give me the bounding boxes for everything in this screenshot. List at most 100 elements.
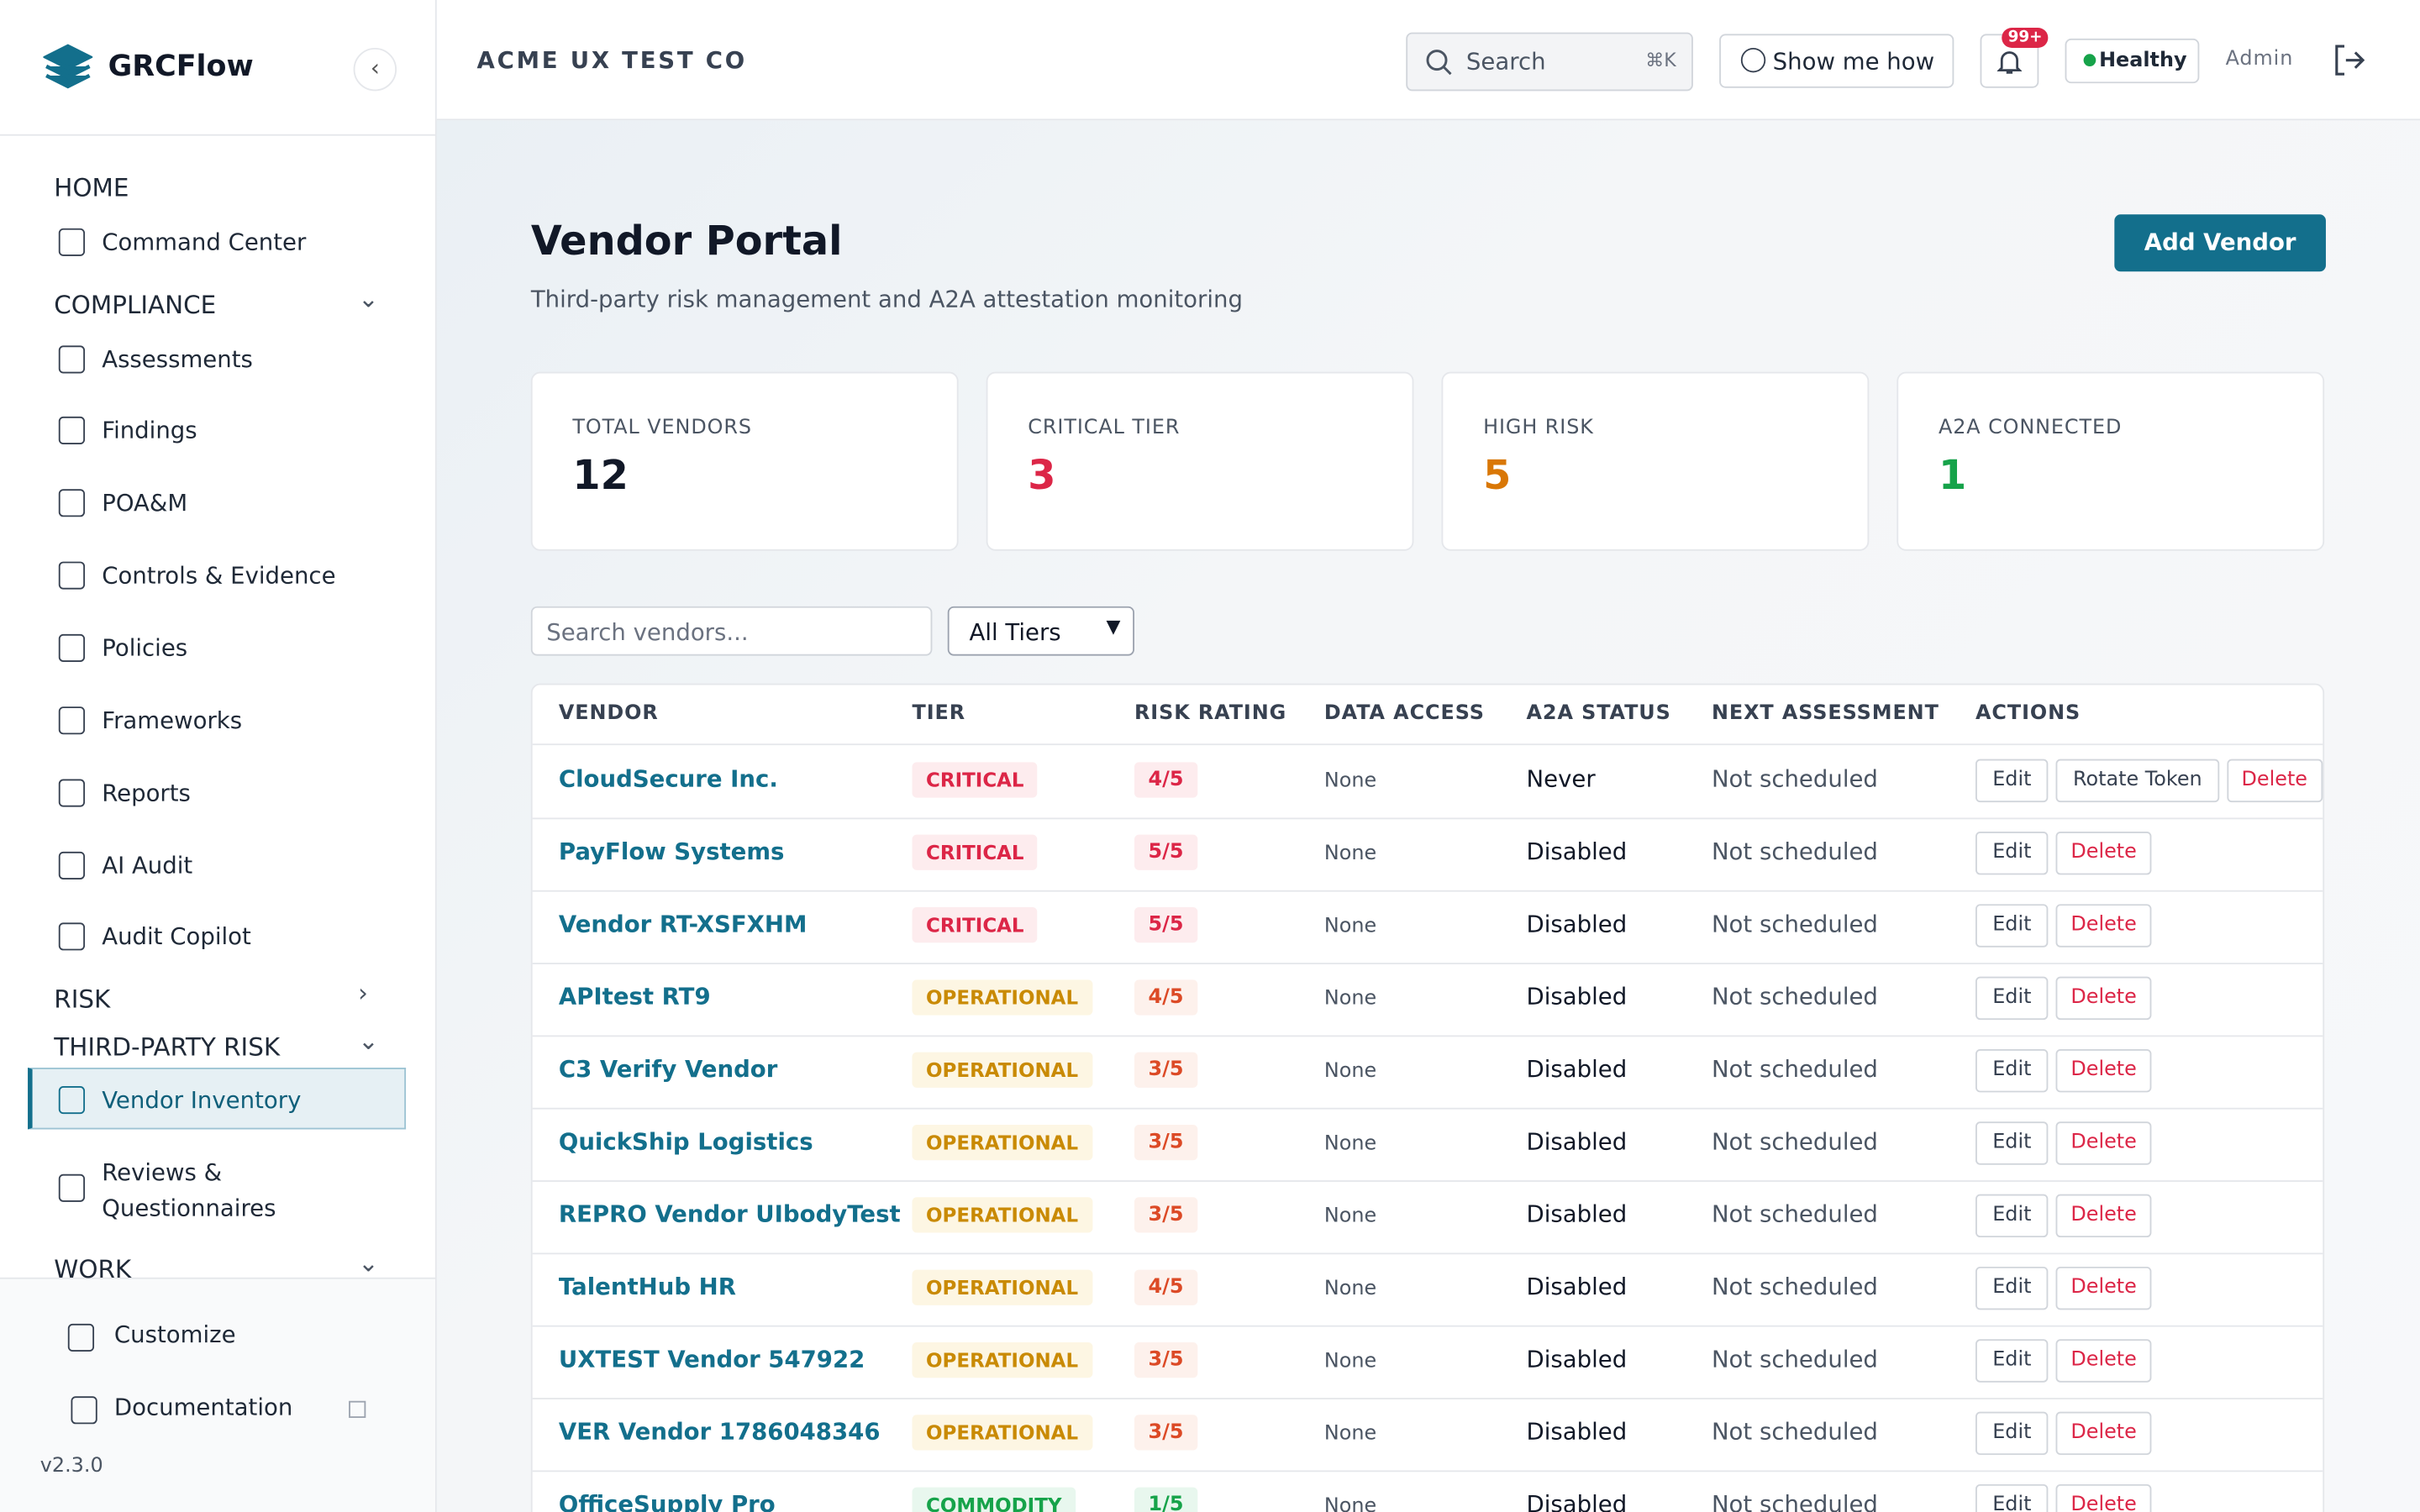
row-border [532, 963, 2323, 964]
nav-section[interactable]: THIRD-PARTY RISK [54, 1032, 281, 1062]
chevron: ⌄ [358, 1026, 379, 1056]
risk-badge: 3/5 [1134, 1124, 1198, 1161]
search-label: Search [1465, 47, 1546, 76]
row-border [532, 817, 2323, 820]
nav-item[interactable]: Frameworks [102, 706, 243, 735]
chevron: › [358, 978, 368, 1008]
nav-item[interactable]: Command Center [102, 228, 307, 256]
action-button[interactable]: Delete [2055, 1411, 2152, 1456]
data-access: None [1323, 1059, 1377, 1084]
user: Admin [2225, 47, 2294, 71]
action-button[interactable]: Delete [2055, 832, 2152, 875]
vendor-name[interactable]: PayFlow Systems [558, 837, 785, 866]
chevron: ⌄ [358, 283, 379, 313]
action-button[interactable]: Edit [1975, 1048, 2049, 1093]
data-access: None [1323, 987, 1377, 1011]
vendor-name[interactable]: QuickShip Logistics [558, 1127, 813, 1156]
footer-item[interactable]: Documentation [113, 1393, 293, 1421]
nav-section[interactable]: RISK [54, 984, 111, 1014]
tier-badge: CRITICAL [912, 762, 1039, 798]
nav-item[interactable]: Findings [102, 416, 197, 444]
action-button[interactable]: Delete [2055, 976, 2152, 1021]
nav-item[interactable]: Policies [102, 633, 188, 662]
tier-badge: OPERATIONAL [912, 1197, 1092, 1233]
a2a-status: Disabled [1526, 1200, 1628, 1229]
data-access: None [1323, 1277, 1377, 1301]
logout-icon[interactable] [2332, 43, 2365, 76]
action-button[interactable]: Edit [1975, 1266, 2049, 1310]
search-box[interactable]: Search ⌘K [1406, 32, 1693, 92]
action-button[interactable]: Delete [2055, 1339, 2152, 1383]
vendor-name[interactable]: VER Vendor 1786048346 [558, 1417, 881, 1446]
column-header: ACTIONS [1975, 701, 2081, 726]
status-label: Healthy [2099, 49, 2187, 73]
vendor-name[interactable]: REPRO Vendor UIbodyTest [558, 1200, 901, 1229]
nav-section[interactable]: COMPLIANCE [54, 290, 217, 320]
action-button[interactable]: Delete [2055, 1121, 2152, 1165]
action-button[interactable]: Delete [2227, 759, 2323, 803]
action-button[interactable]: Delete [2055, 904, 2152, 948]
collapse-button[interactable]: ‹ [353, 47, 397, 92]
nav-icon [58, 851, 86, 879]
action-button[interactable]: Delete [2055, 1266, 2152, 1310]
risk-badge: 3/5 [1134, 1197, 1198, 1233]
nav-item[interactable]: Reports [102, 779, 191, 807]
vendor-name[interactable]: C3 Verify Vendor [558, 1055, 778, 1084]
nav-icon [58, 489, 86, 517]
data-access: None [1323, 1422, 1377, 1446]
action-button[interactable]: Edit [1975, 904, 2049, 948]
row-border [532, 1470, 2323, 1473]
vendor-name[interactable]: TalentHub HR [558, 1273, 736, 1301]
action-button[interactable]: Edit [1975, 1339, 2049, 1383]
vendor-name[interactable]: APItest RT9 [558, 983, 711, 1011]
action-button[interactable]: Delete [2055, 1048, 2152, 1093]
action-button[interactable]: Delete [2055, 1194, 2152, 1238]
action-button[interactable]: Edit [1975, 1483, 2049, 1512]
help-button[interactable]: Show me how [1719, 34, 1954, 88]
action-button[interactable]: Edit [1975, 1411, 2049, 1456]
tier-filter[interactable]: All Tiers ▼ [947, 606, 1135, 656]
a2a-status: Disabled [1526, 1417, 1628, 1446]
nav-item[interactable]: Reviews & Questionnaires [102, 1158, 276, 1222]
nav-item[interactable]: AI Audit [102, 851, 193, 879]
row-border [532, 1180, 2323, 1182]
vendor-name[interactable]: CloudSecure Inc. [558, 765, 778, 794]
column-header: A2A STATUS [1526, 701, 1671, 726]
action-button[interactable]: Edit [1975, 1194, 2049, 1238]
row-border [532, 1035, 2323, 1037]
action-button[interactable]: Edit [1975, 832, 2049, 875]
vendor-search[interactable]: Search vendors... [530, 606, 933, 656]
action-button[interactable]: Edit [1975, 976, 2049, 1021]
row-border [532, 1325, 2323, 1327]
action-button[interactable]: Edit [1975, 1121, 2049, 1165]
stat-value: 3 [1028, 454, 1056, 501]
active-highlight [28, 1068, 407, 1130]
nav-icon [58, 345, 86, 374]
nav-item[interactable]: Assessments [102, 345, 253, 374]
org-name: ACME UX TEST CO [476, 46, 747, 75]
a2a-status: Disabled [1526, 1273, 1628, 1301]
next-assessment: Not scheduled [1711, 1490, 1878, 1512]
a2a-status: Disabled [1526, 910, 1628, 938]
nav-item[interactable]: POA&M [102, 489, 188, 517]
vendor-name[interactable]: OfficeSupply Pro [558, 1490, 776, 1512]
nav-section[interactable]: WORK [54, 1254, 132, 1284]
next-assessment: Not scheduled [1711, 1127, 1878, 1156]
action-button[interactable]: Delete [2055, 1483, 2152, 1512]
data-access: None [1323, 842, 1377, 866]
action-button[interactable]: Edit [1975, 759, 2049, 803]
add-vendor-button[interactable]: Add Vendor [2114, 214, 2326, 272]
row-border [532, 1252, 2323, 1255]
tier-filter-label: All Tiers [969, 618, 1061, 647]
footer-icon [71, 1396, 97, 1425]
nav-icon [58, 779, 86, 807]
action-button[interactable]: Rotate Token [2055, 759, 2219, 803]
nav-item[interactable]: Audit Copilot [102, 922, 251, 951]
vendor-name[interactable]: Vendor RT-XSFXHM [558, 910, 808, 938]
vendor-name[interactable]: UXTEST Vendor 547922 [558, 1345, 865, 1373]
page-title: Vendor Portal [530, 218, 843, 265]
footer-item[interactable]: Customize [113, 1320, 236, 1349]
nav-item[interactable]: Controls & Evidence [102, 561, 336, 590]
nav-item[interactable]: Vendor Inventory [102, 1086, 302, 1115]
